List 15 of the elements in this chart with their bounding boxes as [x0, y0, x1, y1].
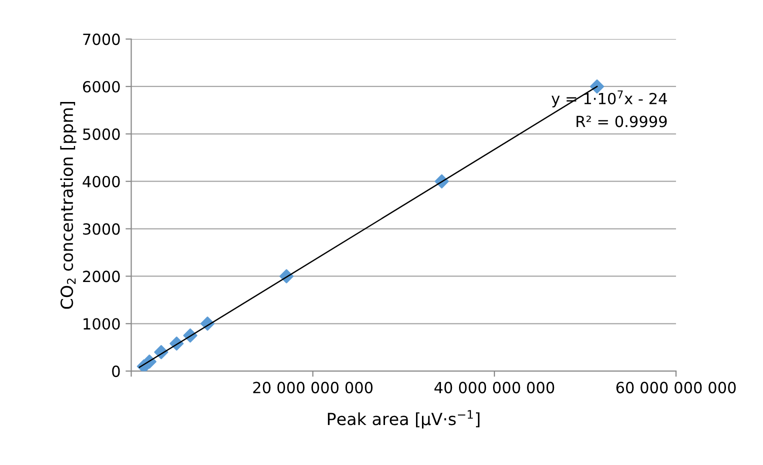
y-tick-label: 0: [112, 366, 120, 378]
x-tick-label: 20 000 000 000: [253, 382, 373, 394]
y-tick-label: 3000: [83, 223, 120, 235]
point: [590, 79, 604, 94]
x-axis-title: Peak area [µV·s$^{−1}$]: [328, 410, 480, 429]
y-tick-label: 5000: [83, 128, 120, 140]
y-tick-label: 7000: [83, 34, 120, 46]
annotation: R² = 0.9999: [576, 116, 667, 128]
y-tick-label: 6000: [83, 80, 120, 93]
y-tick-label: 1000: [84, 318, 120, 330]
x-tick-label: 40 000 000 000: [434, 382, 554, 394]
y-axis-title: CO$_{2}$ concentration [ppm]: [60, 102, 76, 309]
x-tick-label: 60 000 000 000: [616, 382, 736, 394]
y-tick-label: 2000: [83, 270, 120, 282]
y-tick-label: 4000: [82, 176, 120, 188]
